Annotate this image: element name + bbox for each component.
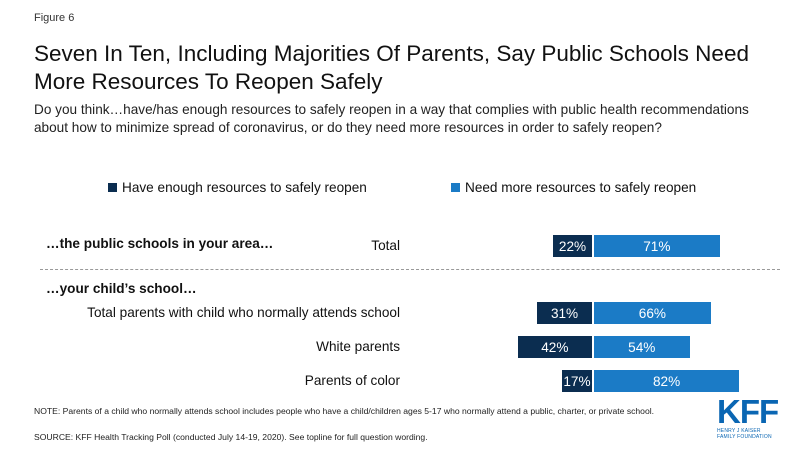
legend-swatch-need-more bbox=[451, 183, 460, 192]
legend-item-have-enough: Have enough resources to safely reopen bbox=[108, 180, 367, 195]
legend-label-have-enough: Have enough resources to safely reopen bbox=[122, 180, 367, 195]
bar-need-more: 66% bbox=[594, 302, 711, 324]
logo-sub-line-2: FAMILY FOUNDATION bbox=[717, 434, 772, 440]
section-label-public-schools: …the public schools in your area… bbox=[46, 236, 274, 251]
section-divider bbox=[40, 269, 780, 270]
bar-have-enough: 31% bbox=[537, 302, 592, 324]
bar-need-more: 54% bbox=[594, 336, 690, 358]
legend-item-need-more: Need more resources to safely reopen bbox=[451, 180, 696, 195]
bar-have-enough: 17% bbox=[561, 370, 592, 392]
bar-have-enough: 42% bbox=[517, 336, 592, 358]
row-label: White parents bbox=[316, 339, 400, 354]
logo-text: KFF bbox=[717, 393, 779, 430]
chart-note: NOTE: Parents of a child who normally at… bbox=[34, 406, 655, 416]
row-label: Total parents with child who normally at… bbox=[87, 305, 400, 320]
chart-title: Seven In Ten, Including Majorities Of Pa… bbox=[34, 41, 749, 94]
row-label: Total bbox=[371, 238, 400, 253]
section-label-your-childs-school: …your child’s school… bbox=[46, 281, 197, 296]
figure-label: Figure 6 bbox=[34, 12, 75, 24]
kff-logo: KFF HENRY J KAISER FAMILY FOUNDATION bbox=[717, 393, 779, 440]
chart-source: SOURCE: KFF Health Tracking Poll (conduc… bbox=[34, 432, 428, 442]
bar-need-more: 82% bbox=[594, 370, 740, 392]
chart-subtitle: Do you think…have/has enough resources t… bbox=[34, 102, 749, 135]
legend-swatch-have-enough bbox=[108, 183, 117, 192]
bar-have-enough: 22% bbox=[553, 235, 592, 257]
legend-label-need-more: Need more resources to safely reopen bbox=[465, 180, 697, 195]
logo-sub-line-1: HENRY J KAISER bbox=[717, 428, 761, 434]
bar-need-more: 71% bbox=[594, 235, 720, 257]
row-label: Parents of color bbox=[304, 373, 400, 388]
